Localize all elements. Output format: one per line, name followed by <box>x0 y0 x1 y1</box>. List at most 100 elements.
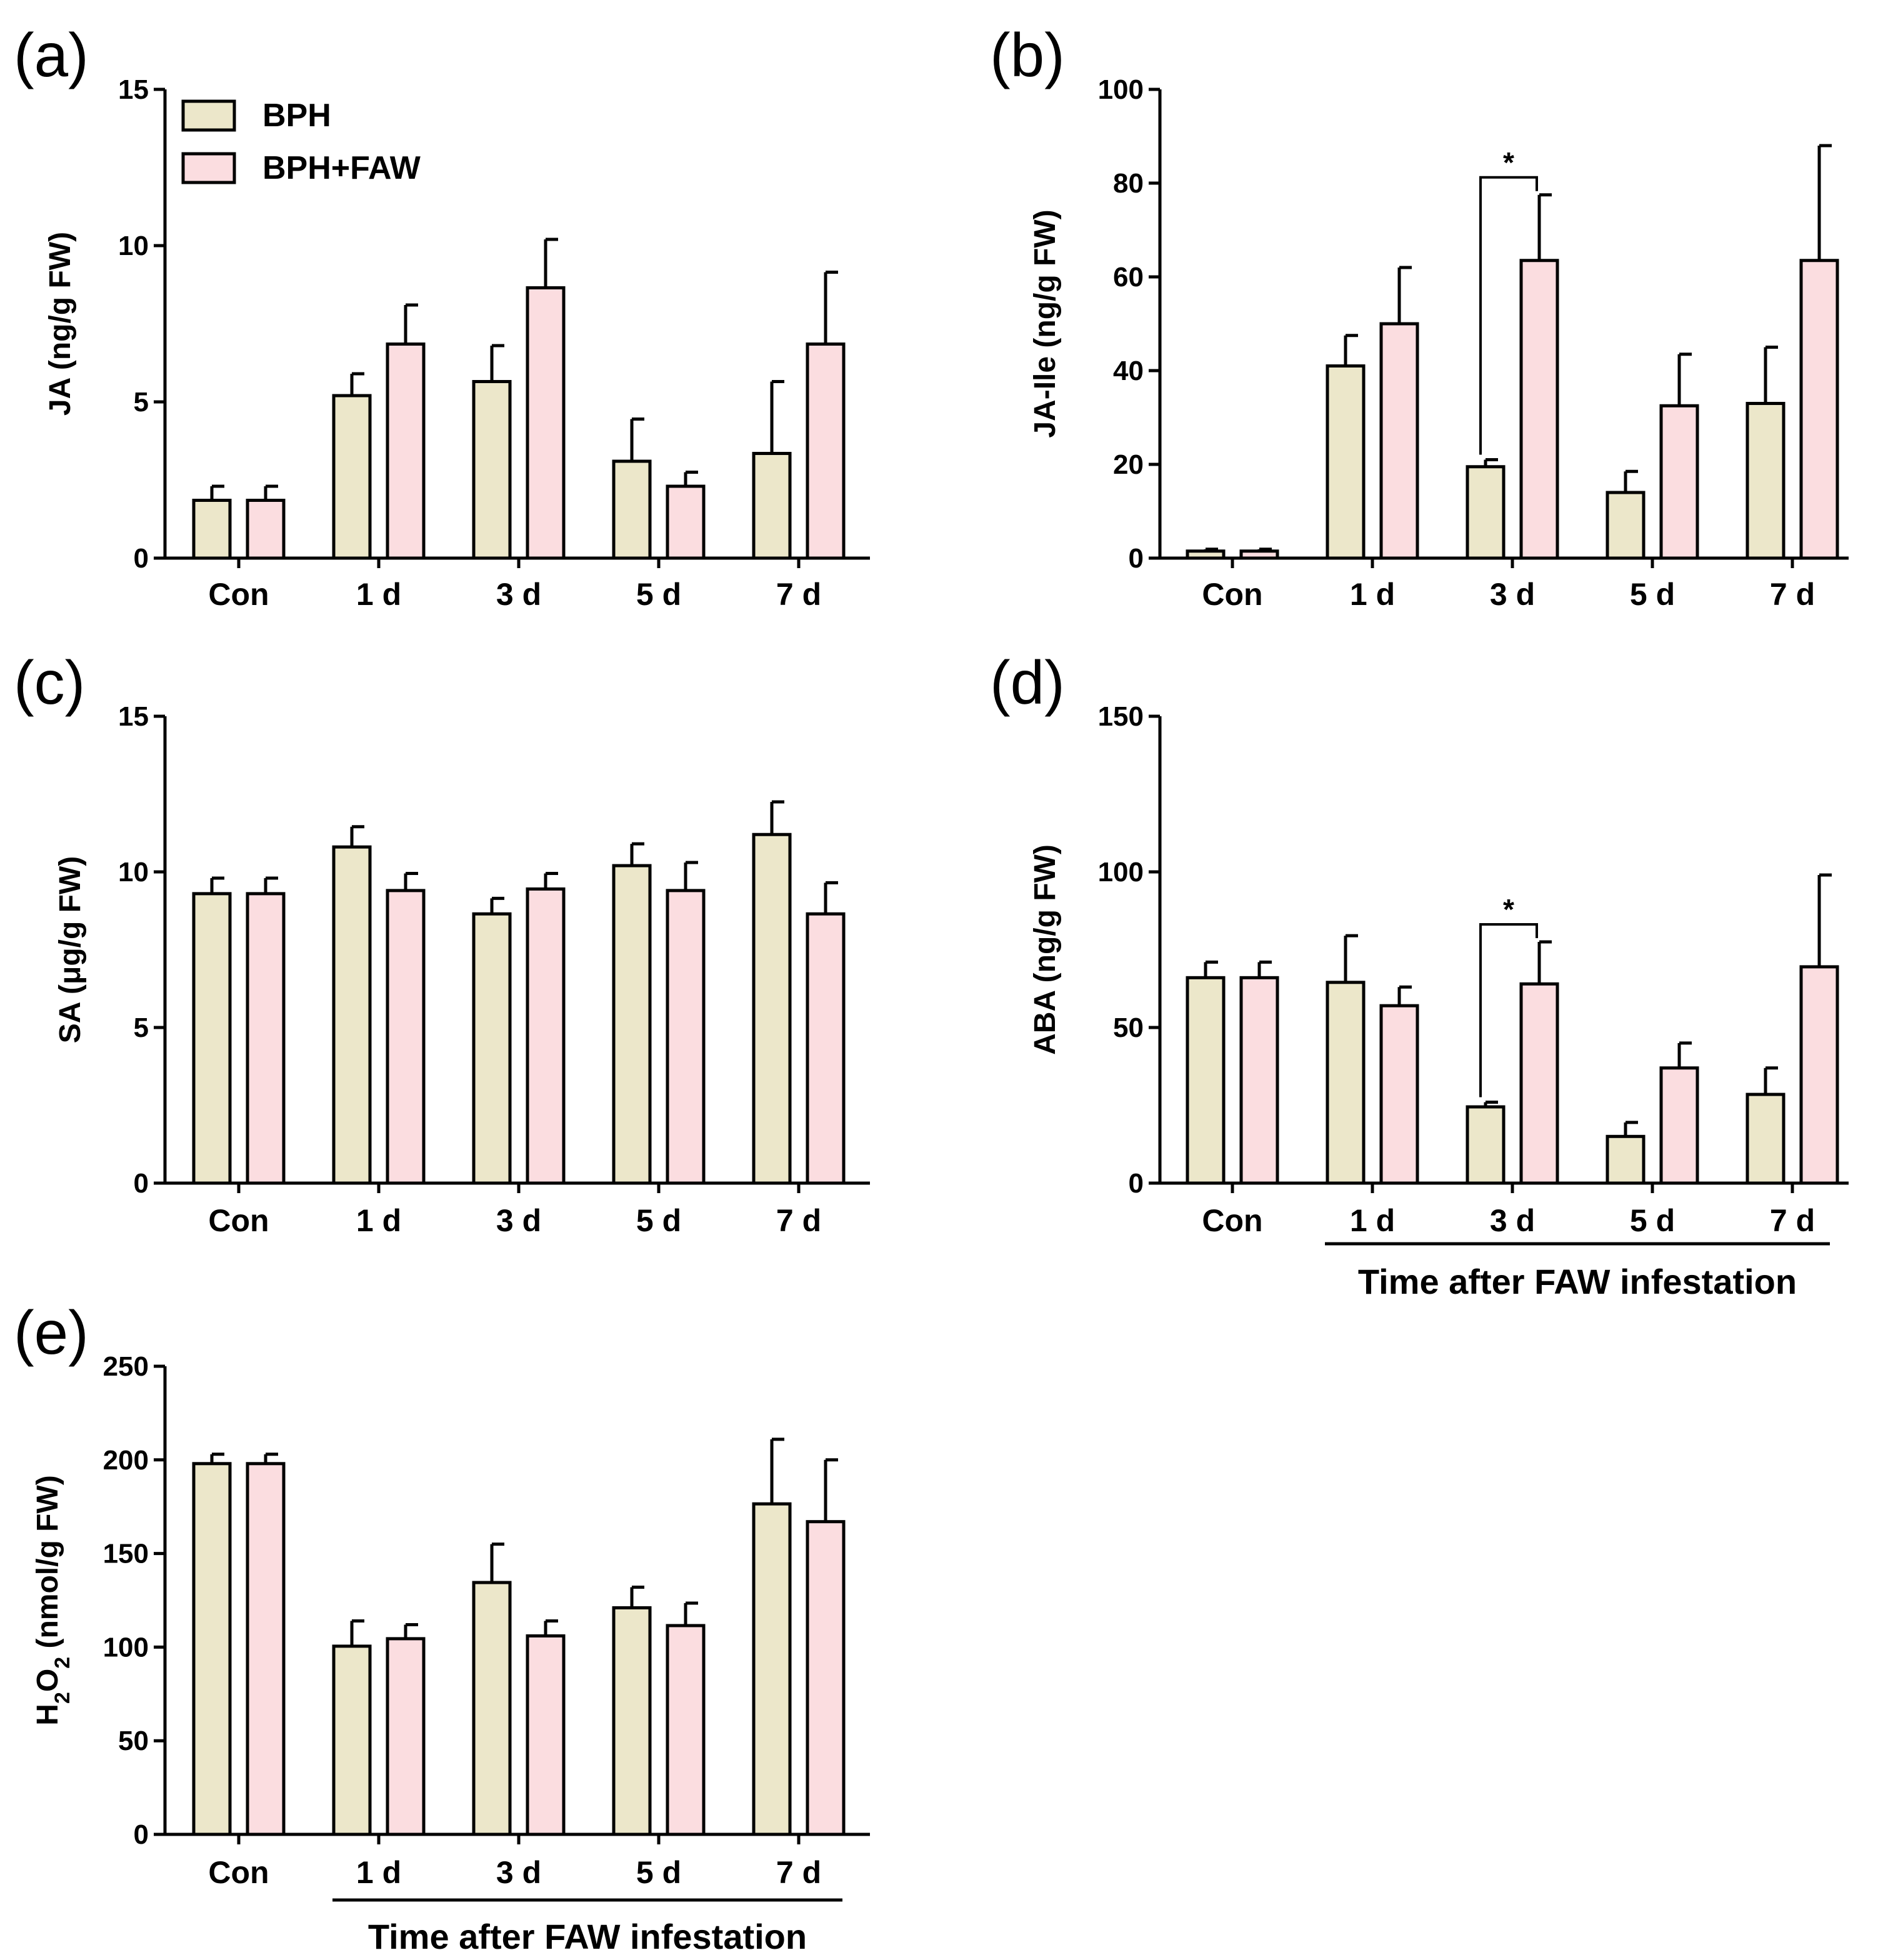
x-tick-label: 7 d <box>776 1855 821 1890</box>
y-tick-label: 0 <box>1129 543 1144 574</box>
bar-bph <box>1466 1105 1506 1185</box>
panel-label: (c) <box>14 648 85 717</box>
bar-bph-faw <box>806 912 846 1185</box>
bar-bph <box>752 1502 792 1836</box>
x-axis-title: Time after FAW infestation <box>368 1917 807 1956</box>
panel-label: (d) <box>990 648 1065 717</box>
x-tick-label: 3 d <box>496 577 541 612</box>
x-axis-title: Time after FAW infestation <box>1358 1262 1797 1301</box>
y-tick-label: 5 <box>134 1012 149 1043</box>
chart-panel-a: (a) 0 5 10 15 JA (ng/g FW) Con 1 d 3 d 5 d 7 d <box>14 21 870 612</box>
y-tick-label: 0 <box>134 1168 149 1199</box>
bar-bph <box>612 459 652 560</box>
x-tick-label: 7 d <box>776 1203 821 1238</box>
panel-label: (b) <box>990 21 1065 89</box>
y-tick-label: 60 <box>1113 262 1144 292</box>
y-tick-label: 10 <box>118 231 149 261</box>
significance-star: * <box>1503 146 1514 179</box>
x-tick-label: 1 d <box>356 1855 401 1890</box>
y-tick-label: 150 <box>1098 701 1144 732</box>
bar-bph <box>752 832 792 1185</box>
bar-bph-faw <box>386 342 426 560</box>
chart-panel-c: (c) 0 5 10 15 SA (μg/g FW) Con 1 d 3 d 5 d 7 d <box>14 648 870 1238</box>
y-tick-label: 15 <box>118 701 149 732</box>
x-tick-label: 5 d <box>1630 1203 1675 1238</box>
bar-bph-faw <box>386 889 426 1185</box>
significance-bracket <box>1479 176 1538 455</box>
bar-bph <box>332 845 372 1185</box>
y-tick-label: 100 <box>1098 857 1144 888</box>
y-tick-label: 0 <box>134 1819 149 1850</box>
bar-bph <box>752 452 792 560</box>
y-axis-label: SA (μg/g FW) <box>54 856 87 1044</box>
y-tick-label: 0 <box>134 543 149 574</box>
bar-bph-faw <box>1519 982 1559 1185</box>
bar-bph-faw <box>246 1462 286 1836</box>
legend: BPH BPH+FAW <box>181 98 421 186</box>
y-tick-label: 200 <box>103 1445 149 1476</box>
legend-label: BPH <box>262 98 331 134</box>
x-tick-label: 7 d <box>776 577 821 612</box>
y-tick-label: 100 <box>1098 74 1144 105</box>
bar-bph <box>1606 1134 1646 1185</box>
x-tick-label: 7 d <box>1770 1203 1815 1238</box>
y-tick-label: 80 <box>1113 168 1144 199</box>
bar-bph-faw <box>666 484 706 560</box>
y-axis-label: ABA (ng/g FW) <box>1029 844 1062 1055</box>
y-tick-label: 40 <box>1113 356 1144 386</box>
bar-bph <box>472 380 512 560</box>
bar-bph-faw <box>806 342 846 560</box>
x-tick-label: 5 d <box>1630 577 1675 612</box>
bar-bph-faw <box>806 1520 846 1836</box>
x-tick-label: 1 d <box>1350 577 1395 612</box>
x-tick-label: 7 d <box>1770 577 1815 612</box>
x-tick-label: 1 d <box>1350 1203 1395 1238</box>
x-tick-label: Con <box>208 1203 269 1238</box>
bar-bph <box>472 1581 512 1836</box>
y-axis-label: JA (ng/g FW) <box>44 232 77 416</box>
bar-bph <box>1746 1092 1786 1185</box>
x-tick-label: 5 d <box>636 1203 681 1238</box>
bar-bph <box>1606 491 1646 560</box>
y-axis-label-part: H <box>31 1704 64 1726</box>
x-tick-label: 3 d <box>1490 1203 1535 1238</box>
significance-star: * <box>1503 893 1514 926</box>
y-axis-label-part: (nmol/g FW) <box>31 1475 64 1657</box>
x-tick-label: 5 d <box>636 577 681 612</box>
y-axis-label-part: 2 <box>51 1692 74 1704</box>
bar-bph-faw <box>1379 322 1419 560</box>
legend-swatch <box>181 152 236 184</box>
y-axis-label-part: 2 <box>51 1657 74 1669</box>
y-tick-label: 50 <box>1113 1012 1144 1043</box>
legend-swatch <box>181 99 236 132</box>
bar-bph-faw <box>1659 1066 1699 1185</box>
bar-bph <box>472 912 512 1185</box>
panel-label: (e) <box>14 1298 89 1367</box>
y-tick-label: 5 <box>134 387 149 418</box>
bar-bph <box>192 1462 232 1836</box>
bar-bph-faw <box>1239 549 1279 560</box>
y-tick-label: 250 <box>103 1351 149 1382</box>
bar-bph-faw <box>1659 404 1699 560</box>
bar-bph <box>1326 981 1366 1185</box>
y-tick-label: 50 <box>118 1726 149 1756</box>
x-tick-label: 3 d <box>496 1855 541 1890</box>
bar-bph <box>1186 976 1226 1185</box>
bar-bph <box>1466 465 1506 560</box>
bar-bph <box>612 864 652 1185</box>
x-tick-label: 3 d <box>1490 577 1535 612</box>
x-tick-label: Con <box>208 1855 269 1890</box>
bar-bph-faw <box>666 1624 706 1836</box>
bar-bph <box>332 394 372 560</box>
bar-bph-faw <box>1239 976 1279 1185</box>
bar-bph-faw <box>1799 259 1839 560</box>
bar-bph-faw <box>526 1634 566 1836</box>
bar-bph <box>192 892 232 1185</box>
y-tick-label: 0 <box>1129 1168 1144 1199</box>
y-axis-label-part: O <box>31 1669 64 1692</box>
bar-bph-faw <box>666 889 706 1185</box>
bar-bph <box>612 1606 652 1836</box>
bar-bph-faw <box>246 892 286 1185</box>
